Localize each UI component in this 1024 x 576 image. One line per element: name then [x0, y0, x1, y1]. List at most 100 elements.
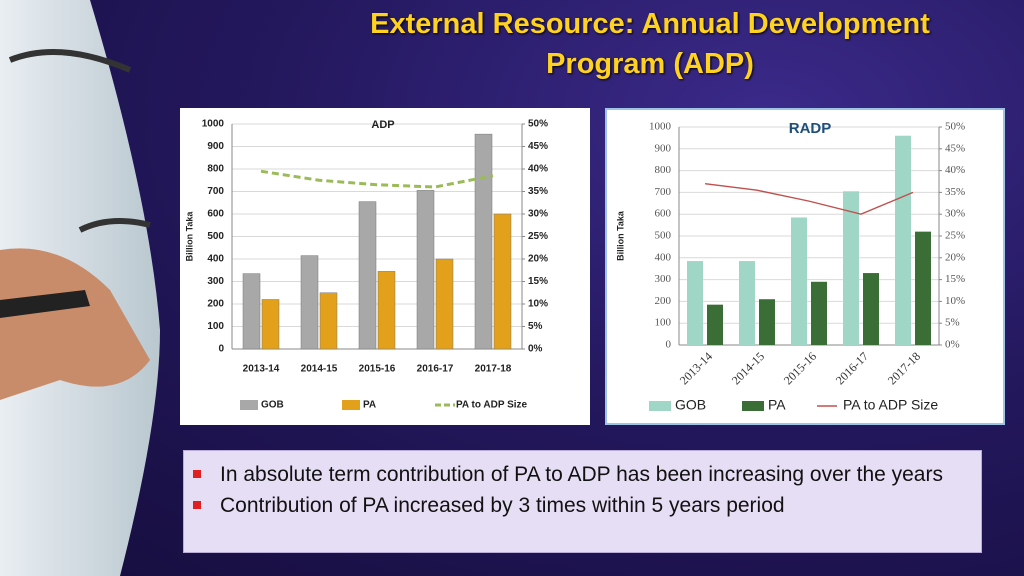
y2-tick-label: 0% — [945, 339, 960, 351]
legend-label: GOB — [261, 400, 284, 411]
decoration — [0, 0, 160, 576]
y-tick-label: 700 — [207, 186, 224, 197]
bar — [416, 190, 435, 350]
y-tick-label: 400 — [655, 251, 672, 263]
chart: 0 100 200 300 400 500 600 700 800 900 1000 0% 5% 10% 1… — [184, 119, 548, 411]
bar — [261, 299, 280, 350]
y2-tick-label: 50% — [945, 121, 965, 133]
bar — [707, 304, 723, 345]
x-tick-label: 2013-14 — [243, 364, 280, 375]
y2-tick-label: 45% — [945, 142, 965, 154]
bar — [319, 292, 338, 350]
bar — [915, 231, 931, 345]
chart: 0 100 200 300 400 500 600 700 800 900 1000 0% 5% 10% 1… — [615, 120, 965, 413]
y2-tick-label: 40% — [528, 164, 548, 175]
legend-swatch — [342, 400, 360, 410]
bar — [474, 133, 493, 350]
legend-swatch — [649, 401, 671, 411]
y2-tick-label: 10% — [945, 295, 965, 307]
y2-tick-label: 25% — [945, 230, 965, 242]
x-tick-label: 2013-14 — [677, 349, 715, 387]
chart-panel: 0 100 200 300 400 500 600 700 800 900 1000 0% 5% 10% 1… — [605, 108, 1005, 425]
notes-box: In absolute term contribution of PA to A… — [183, 450, 982, 553]
bar — [377, 271, 396, 350]
y-axis-label: Billion Taka — [615, 210, 625, 261]
legend-swatch — [240, 400, 258, 410]
chart-title: RADP — [789, 120, 832, 137]
y2-tick-label: 20% — [945, 251, 965, 263]
y-tick-label: 0 — [666, 339, 672, 351]
x-tick-label: 2014-15 — [301, 364, 338, 375]
bar — [863, 273, 879, 345]
bar — [739, 261, 755, 345]
y-tick-label: 900 — [655, 142, 672, 154]
y2-tick-label: 35% — [945, 186, 965, 198]
y2-tick-label: 15% — [528, 276, 548, 287]
bar — [811, 281, 827, 345]
y-tick-label: 100 — [655, 317, 672, 329]
x-tick-label: 2017-18 — [475, 364, 512, 375]
y-tick-label: 800 — [655, 164, 672, 176]
y2-tick-label: 25% — [528, 231, 548, 242]
y2-tick-label: 30% — [945, 208, 965, 220]
y2-tick-label: 35% — [528, 186, 548, 197]
y-tick-label: 600 — [655, 208, 672, 220]
y2-tick-label: 0% — [528, 344, 543, 355]
y2-tick-label: 5% — [945, 317, 960, 329]
y2-tick-label: 15% — [945, 273, 965, 285]
chart-panel: 0 100 200 300 400 500 600 700 800 900 1000 0% 5% 10% 1… — [180, 108, 590, 425]
x-tick-label: 2016-17 — [417, 364, 454, 375]
y-tick-label: 700 — [655, 186, 672, 198]
y-tick-label: 200 — [207, 299, 224, 310]
legend-label: PA to ADP Size — [843, 397, 938, 413]
legend-label: PA — [363, 400, 376, 411]
x-tick-label: 2015-16 — [781, 349, 819, 387]
x-tick-label: 2015-16 — [359, 364, 396, 375]
y-tick-label: 100 — [207, 321, 224, 332]
y-tick-label: 500 — [207, 231, 224, 242]
line-series — [704, 182, 914, 215]
y-tick-label: 1000 — [202, 119, 225, 130]
y2-tick-label: 20% — [528, 254, 548, 265]
legend-label: PA — [768, 397, 786, 413]
y-tick-label: 600 — [207, 209, 224, 220]
legend-label: PA to ADP Size — [456, 400, 528, 411]
x-tick-label: 2017-18 — [885, 349, 923, 387]
y-tick-label: 400 — [207, 254, 224, 265]
y-tick-label: 800 — [207, 164, 224, 175]
chart-title: ADP — [371, 119, 394, 131]
bar — [300, 255, 319, 350]
y2-tick-label: 10% — [528, 299, 548, 310]
y2-tick-label: 40% — [945, 164, 965, 176]
bar — [791, 217, 807, 345]
y-tick-label: 1000 — [649, 121, 672, 133]
bar — [242, 273, 261, 350]
slide-title: External Resource: Annual Development Pr… — [370, 8, 930, 80]
y-tick-label: 200 — [655, 295, 672, 307]
bullet-list: In absolute term contribution of PA to A… — [193, 459, 971, 521]
line-series — [260, 169, 494, 189]
y2-tick-label: 50% — [528, 119, 548, 130]
x-tick-label: 2014-15 — [729, 349, 767, 387]
bar — [687, 261, 703, 345]
bullet: In absolute term contribution of PA to A… — [193, 459, 971, 490]
y-tick-label: 300 — [655, 273, 672, 285]
bar — [358, 201, 377, 350]
bar — [493, 213, 512, 350]
y2-tick-label: 45% — [528, 141, 548, 152]
y-tick-label: 0 — [218, 344, 224, 355]
bar — [843, 191, 859, 345]
bar — [895, 135, 911, 345]
y-tick-label: 300 — [207, 276, 224, 287]
y-axis-label: Billion Taka — [184, 211, 194, 262]
bar — [759, 299, 775, 345]
bullet: Contribution of PA increased by 3 times … — [193, 490, 971, 521]
legend-swatch — [742, 401, 764, 411]
y2-tick-label: 30% — [528, 209, 548, 220]
y-tick-label: 900 — [207, 141, 224, 152]
y-tick-label: 500 — [655, 230, 672, 242]
legend-label: GOB — [675, 397, 706, 413]
x-tick-label: 2016-17 — [833, 349, 871, 387]
bar — [435, 258, 454, 350]
